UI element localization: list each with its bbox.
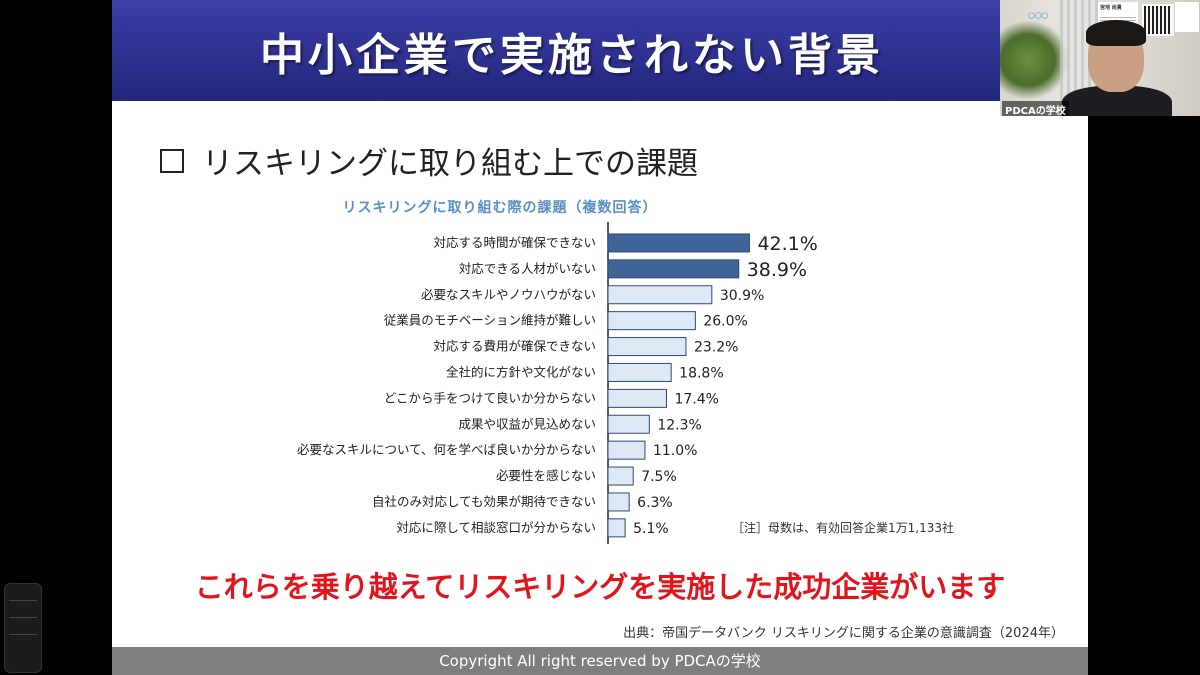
source-citation: 出典：帝国データバンク リスキリングに関する企業の意識調査（2024年）	[623, 626, 1064, 641]
bar	[607, 414, 650, 434]
bar	[607, 388, 667, 408]
bar	[607, 233, 750, 253]
category-label: どこから手をつけて良いか分からない	[384, 390, 596, 405]
card-name: 宮地 尚貴	[1100, 5, 1122, 11]
bar	[607, 492, 630, 512]
value-label: 38.9%	[747, 259, 807, 281]
chart-note: ［注］母数は、有効回答企業1万1,133社	[732, 521, 954, 535]
value-label: 5.1%	[633, 521, 669, 537]
webcam-label: PDCAの学校	[1002, 101, 1069, 116]
category-label: 対応する時間が確保できない	[433, 235, 596, 250]
bar	[607, 311, 696, 331]
highlight-message: これらを乗り越えてリスキリングを実施した成功企業がいます	[194, 570, 1006, 604]
value-label: 11.0%	[653, 443, 697, 459]
copyright-footer: Copyright All right reserved by PDCAの学校	[112, 647, 1088, 675]
bar-chart: 対応する時間が確保できない 42.1% 対応できる人材がいない 38.9% 必要なスキル…	[297, 222, 818, 544]
category-label: 必要なスキルについて、何を学べば良いか分からない	[297, 442, 596, 457]
bar	[607, 285, 713, 305]
category-label: 自社のみ対応しても効果が期待できない	[372, 494, 596, 509]
person-hair	[1086, 20, 1146, 46]
plant-image	[1000, 20, 1070, 100]
qr-side-card	[1175, 2, 1199, 32]
value-label: 6.3%	[637, 495, 673, 511]
bar	[607, 259, 740, 279]
slide-title: 中小企業で実施されない背景	[260, 29, 884, 81]
side-panel-widget[interactable]	[4, 583, 42, 673]
bar	[607, 518, 626, 538]
value-label: 30.9%	[720, 288, 764, 304]
chart-title: リスキリングに取り組む際の課題（複数回答）	[342, 200, 658, 216]
value-label: 23.2%	[694, 340, 738, 356]
category-label: 従業員のモチベーション維持が難しい	[384, 313, 596, 328]
value-label: 18.8%	[679, 365, 723, 381]
category-label: 必要なスキルやノウハウがない	[421, 287, 596, 302]
title-banner: 中小企業で実施されない背景	[112, 0, 1088, 101]
bar	[607, 362, 672, 382]
value-label: 7.5%	[641, 469, 677, 485]
category-label: 対応できる人材がいない	[459, 261, 596, 276]
value-label: 26.0%	[703, 314, 747, 330]
value-label: 17.4%	[674, 391, 718, 407]
category-label: 成果や収益が見込めない	[458, 416, 596, 431]
category-label: 対応する費用が確保できない	[433, 339, 596, 354]
slide-subtitle: リスキリングに取り組む上での課題	[160, 138, 698, 183]
bar	[607, 466, 634, 486]
qr-code-icon	[1142, 4, 1174, 36]
slide: 中小企業で実施されない背景 リスキリングに取り組む上での課題 リスキリングに取り…	[112, 0, 1088, 675]
value-label: 12.3%	[657, 417, 701, 433]
bar	[607, 440, 646, 460]
category-label: 必要性を感じない	[496, 468, 596, 483]
category-label: 全社的に方針や文化がない	[446, 364, 596, 379]
category-label: 対応に際して相談窓口が分からない	[396, 520, 596, 535]
logo-icon: ◯◯◯	[1028, 12, 1049, 19]
value-label: 42.1%	[757, 233, 817, 255]
checkbox-icon	[160, 148, 184, 173]
subtitle-text: リスキリングに取り組む上での課題	[202, 146, 698, 182]
webcam-feed[interactable]: ◯◯◯ 宮地 尚貴 PDCAの学校	[1000, 0, 1200, 116]
bar	[607, 337, 687, 357]
